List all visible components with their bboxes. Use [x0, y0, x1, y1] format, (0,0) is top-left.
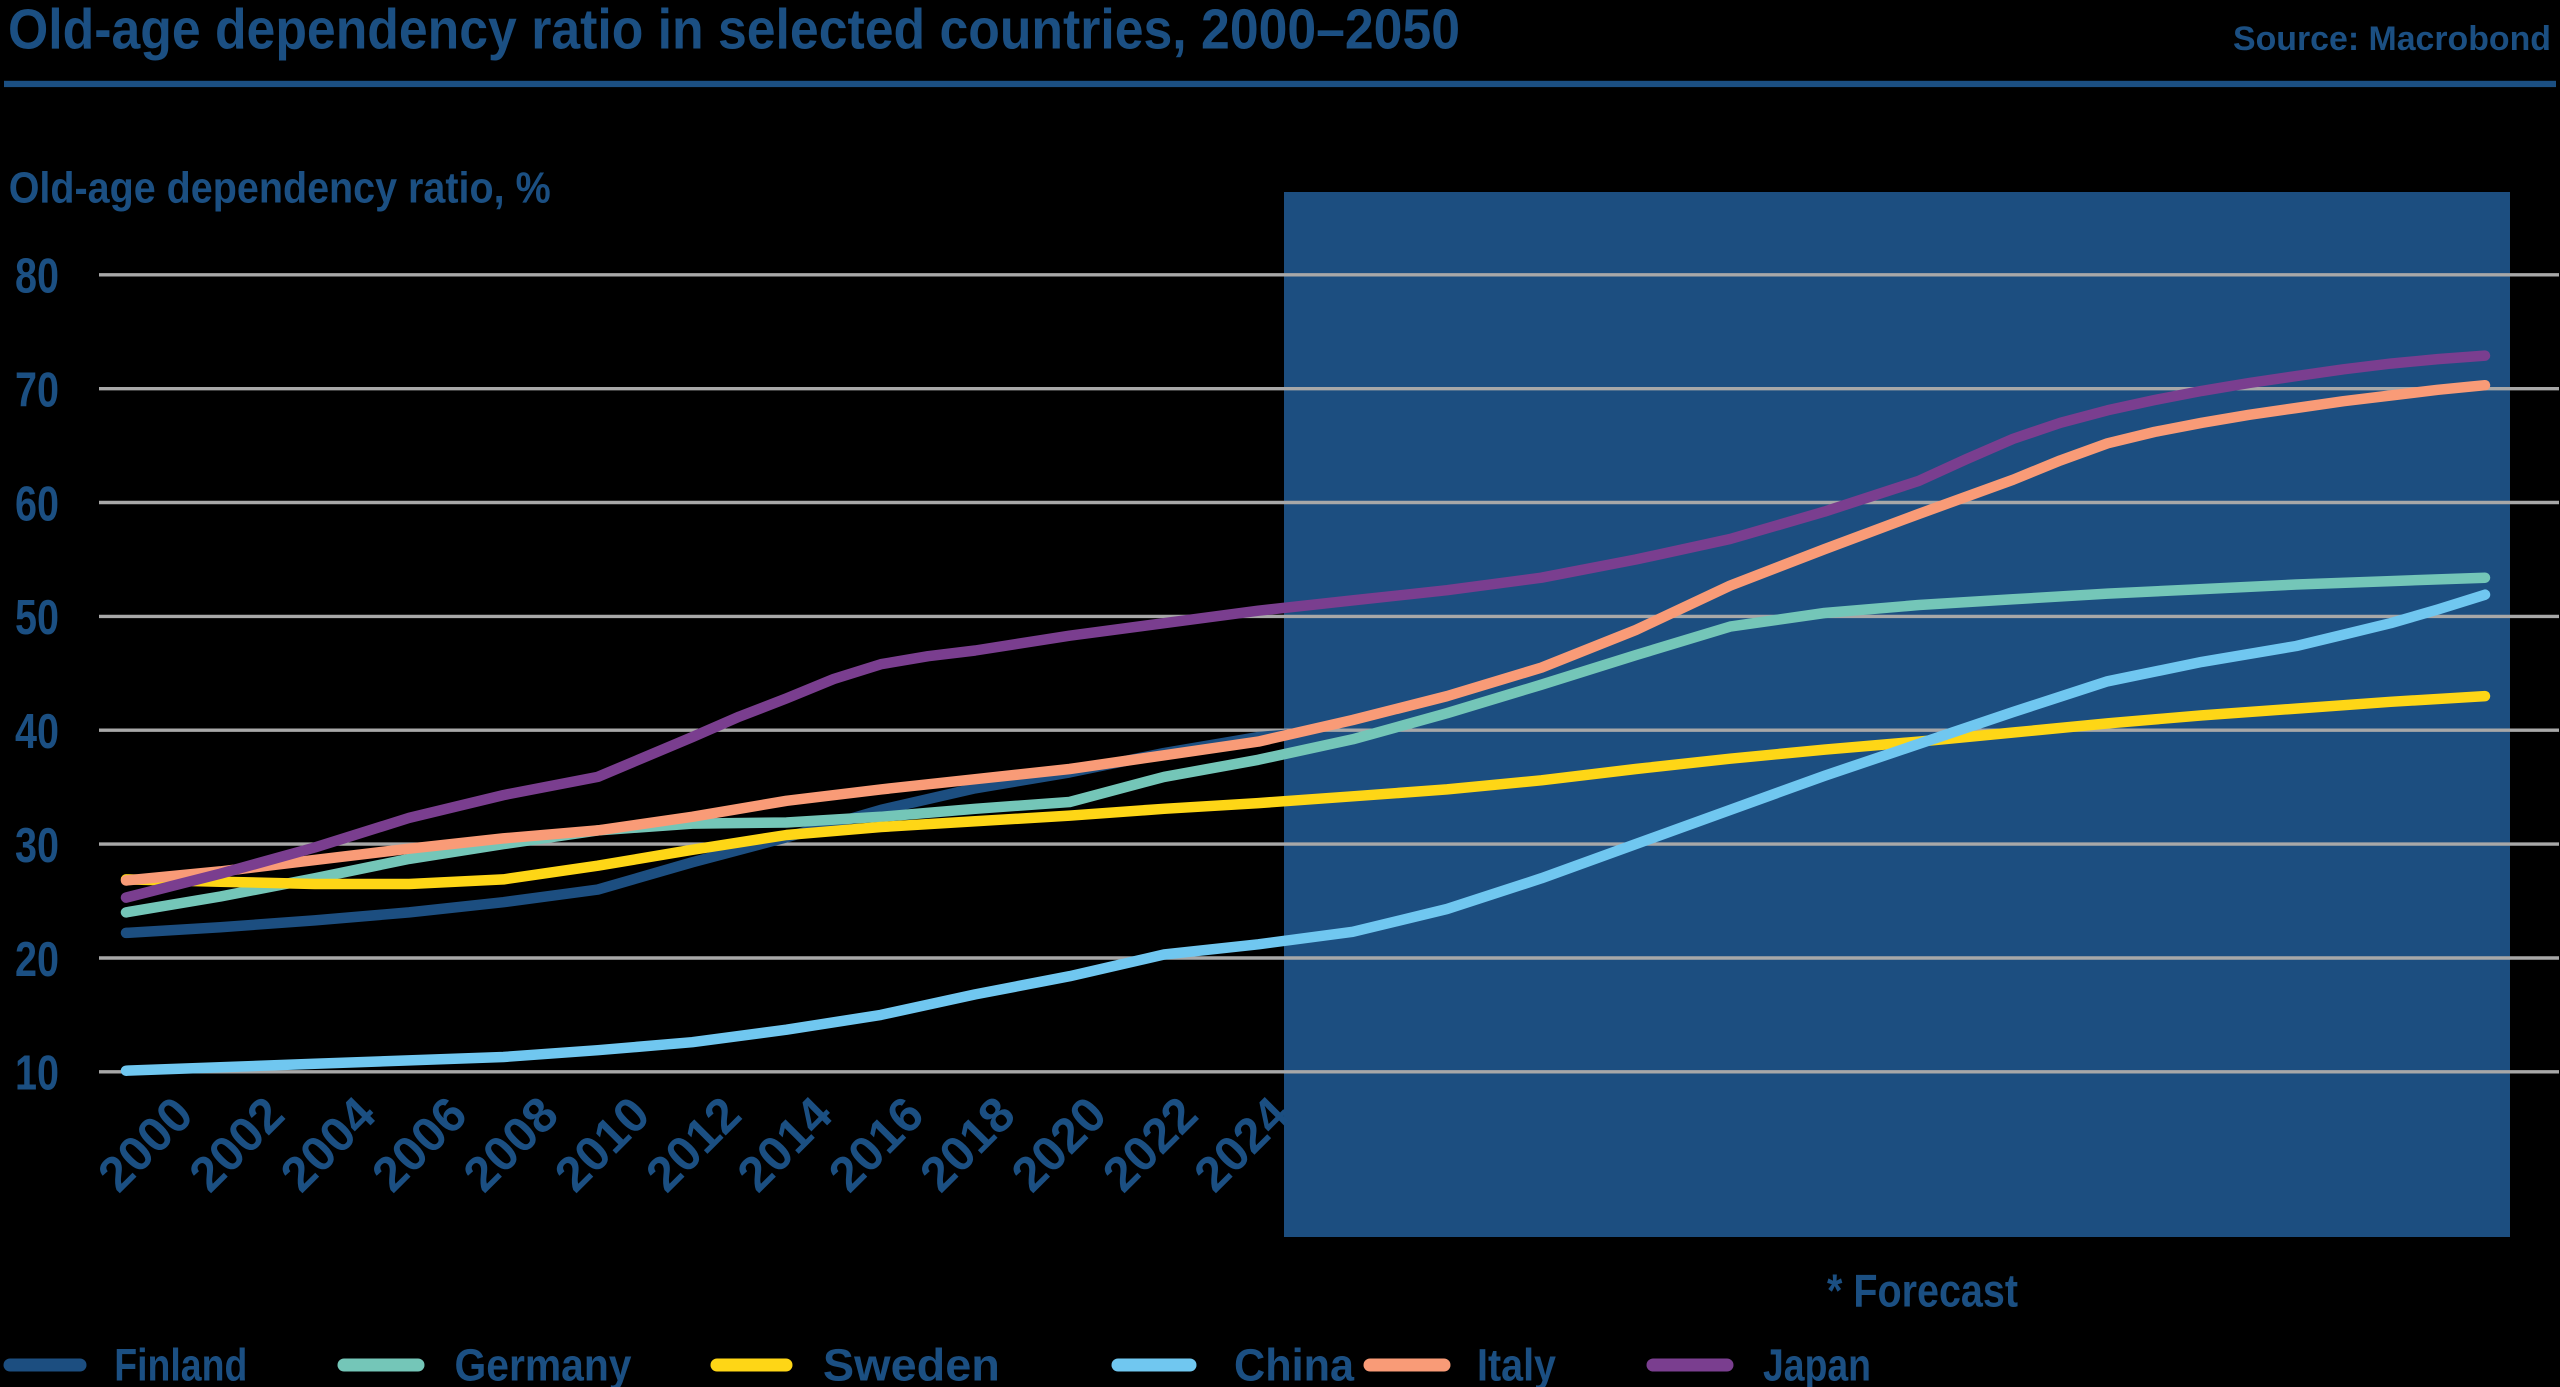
- svg-text:20: 20: [15, 933, 59, 987]
- svg-text:Sweden: Sweden: [823, 1339, 1000, 1387]
- svg-text:70: 70: [15, 364, 59, 418]
- svg-text:Japan: Japan: [1763, 1339, 1871, 1387]
- svg-text:30: 30: [15, 819, 59, 873]
- svg-text:80: 80: [15, 250, 59, 304]
- svg-text:* Forecast: * Forecast: [1827, 1265, 2018, 1317]
- svg-text:10: 10: [15, 1047, 59, 1101]
- svg-text:40: 40: [15, 705, 59, 759]
- svg-text:50: 50: [15, 591, 59, 645]
- svg-text:Italy: Italy: [1477, 1339, 1556, 1387]
- svg-text:Old-age dependency ratio in se: Old-age dependency ratio in selected cou…: [8, 0, 1460, 61]
- svg-text:Source: Macrobond: Source: Macrobond: [2233, 20, 2551, 58]
- svg-text:China: China: [1234, 1339, 1355, 1387]
- svg-text:60: 60: [15, 477, 59, 531]
- svg-text:Germany: Germany: [455, 1339, 632, 1387]
- svg-text:Finland: Finland: [114, 1339, 247, 1387]
- svg-text:Old-age dependency ratio, %: Old-age dependency ratio, %: [9, 164, 551, 213]
